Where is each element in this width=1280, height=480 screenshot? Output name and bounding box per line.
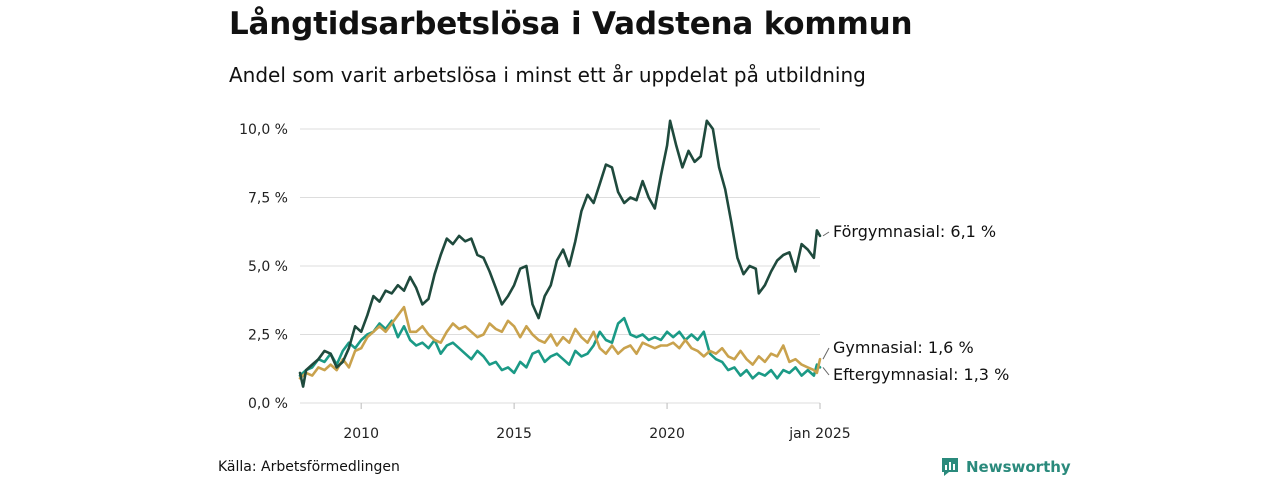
newsworthy-icon <box>942 458 958 476</box>
newsworthy-logo[interactable]: Newsworthy <box>940 456 1071 478</box>
x-tick-label: 2015 <box>496 426 532 442</box>
series-lines <box>298 119 822 388</box>
y-tick-label: 5,0 % <box>248 259 288 275</box>
label-connector <box>822 367 830 376</box>
y-axis-ticks: 0,0 % 2,5 % 5,0 % 7,5 % 10,0 % <box>239 122 288 412</box>
series-end-label: Gymnasial: 1,6 % <box>833 338 974 357</box>
series-line-gymnasial <box>298 305 822 380</box>
x-axis-ticks: 2010 2015 2020 jan 2025 <box>343 403 851 442</box>
series-line-eftergymnasial <box>298 316 822 380</box>
series-end-label: Förgymnasial: 6,1 % <box>833 222 996 241</box>
series-line-förgymnasial <box>298 119 822 388</box>
x-tick-label: jan 2025 <box>788 426 850 442</box>
chart-title: Långtidsarbetslösa i Vadstena kommun <box>229 6 913 42</box>
label-connector <box>822 347 830 360</box>
x-tick-label: 2020 <box>649 426 685 442</box>
series-end-labels: Förgymnasial: 6,1 % Gymnasial: 1,6 % Efter… <box>822 222 1009 384</box>
chart-subtitle: Andel som varit arbetslösa i minst ett å… <box>229 63 866 87</box>
y-tick-label: 2,5 % <box>248 328 288 344</box>
x-tick-label: 2010 <box>343 426 379 442</box>
y-tick-label: 7,5 % <box>248 191 288 207</box>
label-connector <box>822 231 830 237</box>
source-note: Källa: Arbetsförmedlingen <box>218 459 400 475</box>
series-end-label: Eftergymnasial: 1,3 % <box>833 365 1009 384</box>
y-tick-label: 0,0 % <box>248 396 288 412</box>
brand-name: Newsworthy <box>966 458 1071 476</box>
y-tick-label: 10,0 % <box>239 122 288 138</box>
gridlines <box>300 128 820 404</box>
